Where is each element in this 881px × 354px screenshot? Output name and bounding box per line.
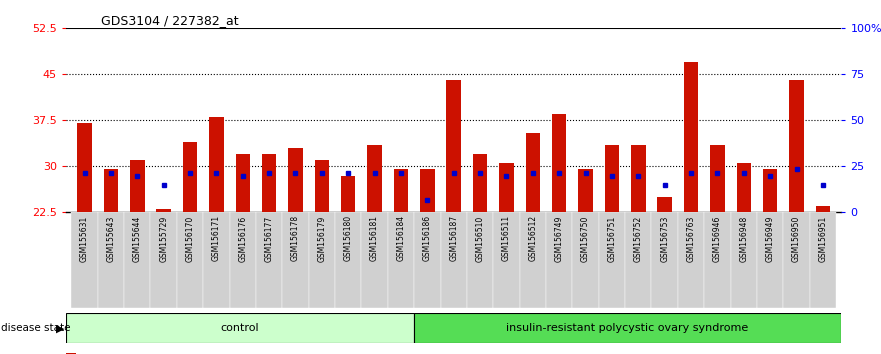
Bar (308, 212, 335, 308)
Bar (677, 212, 704, 308)
Bar (520, 212, 546, 308)
Text: ▶: ▶ (56, 323, 64, 333)
Text: GSM156186: GSM156186 (423, 215, 432, 261)
Bar (604, 145, 619, 212)
Text: GSM156511: GSM156511 (502, 215, 511, 261)
Text: GSM156510: GSM156510 (476, 215, 485, 262)
Bar (98, 212, 124, 308)
Bar (810, 212, 836, 308)
Text: GSM156170: GSM156170 (186, 215, 195, 262)
Bar (789, 80, 803, 212)
Bar (552, 114, 566, 212)
Text: GSM155643: GSM155643 (107, 215, 115, 262)
Bar (546, 212, 573, 308)
Bar (526, 133, 540, 212)
Text: GDS3104 / 227382_at: GDS3104 / 227382_at (101, 14, 239, 27)
Text: control: control (220, 323, 259, 333)
Bar (631, 145, 646, 212)
Bar (684, 62, 699, 212)
Bar (573, 212, 599, 308)
Bar (500, 163, 514, 212)
Bar (361, 212, 388, 308)
Bar (104, 170, 118, 212)
Bar (78, 124, 92, 212)
Bar (710, 145, 725, 212)
Bar (182, 142, 197, 212)
Bar (315, 160, 329, 212)
Bar (157, 209, 171, 212)
Bar (493, 212, 520, 308)
Text: GSM156948: GSM156948 (739, 215, 748, 262)
Bar (737, 163, 751, 212)
Text: GSM156950: GSM156950 (792, 215, 801, 262)
Bar (578, 170, 593, 212)
Text: GSM156753: GSM156753 (660, 215, 670, 262)
Text: GSM155729: GSM155729 (159, 215, 168, 262)
Text: GSM156763: GSM156763 (686, 215, 695, 262)
Text: GSM156512: GSM156512 (529, 215, 537, 261)
Bar (816, 206, 830, 212)
Bar (447, 80, 461, 212)
Text: GSM156751: GSM156751 (607, 215, 617, 262)
Bar (235, 154, 250, 212)
Text: GSM156178: GSM156178 (291, 215, 300, 261)
Bar (282, 212, 308, 308)
Bar (651, 212, 677, 308)
Text: GSM156752: GSM156752 (633, 215, 643, 262)
Bar (230, 212, 256, 308)
Text: GSM156750: GSM156750 (581, 215, 590, 262)
Text: GSM156181: GSM156181 (370, 215, 379, 261)
Bar (420, 170, 434, 212)
Text: GSM156176: GSM156176 (238, 215, 248, 262)
Bar (473, 154, 487, 212)
Bar (256, 212, 282, 308)
Bar (467, 212, 493, 308)
Bar (288, 148, 303, 212)
Bar (440, 212, 467, 308)
Bar (130, 160, 144, 212)
Bar (657, 197, 672, 212)
Text: GSM156180: GSM156180 (344, 215, 352, 261)
Text: GSM155631: GSM155631 (80, 215, 89, 262)
Bar (367, 145, 381, 212)
Bar (599, 212, 626, 308)
Bar (66, 313, 413, 343)
Bar (262, 154, 277, 212)
Bar (388, 212, 414, 308)
Bar (124, 212, 151, 308)
Text: GSM156949: GSM156949 (766, 215, 774, 262)
Text: GSM156177: GSM156177 (264, 215, 274, 262)
Bar (341, 176, 356, 212)
Bar (730, 212, 757, 308)
Bar (394, 170, 408, 212)
Bar (626, 212, 651, 308)
Bar (335, 212, 361, 308)
Text: GSM155644: GSM155644 (133, 215, 142, 262)
Text: GSM156946: GSM156946 (713, 215, 722, 262)
Bar (177, 212, 204, 308)
Text: insulin-resistant polycystic ovary syndrome: insulin-resistant polycystic ovary syndr… (507, 323, 749, 333)
Text: disease state: disease state (1, 323, 70, 333)
Bar (757, 212, 783, 308)
Bar (783, 212, 810, 308)
Bar (71, 212, 98, 308)
Text: GSM156184: GSM156184 (396, 215, 405, 261)
Bar (204, 212, 230, 308)
Bar (151, 212, 177, 308)
Text: GSM156179: GSM156179 (317, 215, 326, 262)
Text: GSM156171: GSM156171 (212, 215, 221, 261)
Bar (66, 353, 76, 354)
Bar (763, 170, 777, 212)
Text: GSM156749: GSM156749 (555, 215, 564, 262)
Text: GSM156951: GSM156951 (818, 215, 827, 262)
Bar (704, 212, 730, 308)
Bar (414, 212, 440, 308)
Bar (209, 117, 224, 212)
Bar (413, 313, 841, 343)
Text: GSM156187: GSM156187 (449, 215, 458, 261)
